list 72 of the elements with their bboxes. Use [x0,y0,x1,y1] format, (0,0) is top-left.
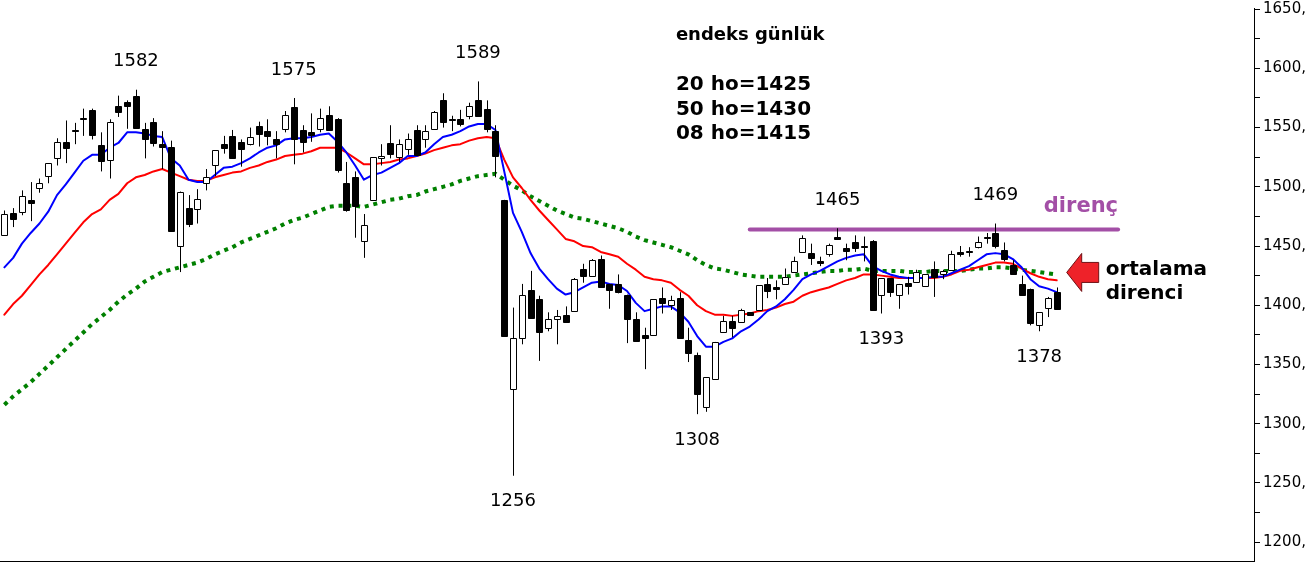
candlestick [808,243,815,266]
candlestick [948,250,955,272]
annotation: 20 ho=1425 [675,71,812,96]
candlestick [861,236,868,262]
candlestick [773,279,780,300]
series-label: direnç [1043,193,1119,218]
annotation: 1582 [113,49,159,71]
candlestick [580,263,587,284]
annotation: 1469 [972,183,1019,205]
candlestick [1054,286,1061,310]
candlestick [685,327,692,363]
candlestick [484,99,491,133]
candlestick [475,80,482,117]
y-tick-label: 1400, [1263,295,1306,314]
candlestick [10,207,17,228]
y-tick-label: 1650, [1263,0,1306,18]
annotation: 1575 [270,57,317,79]
candlestick [554,309,561,345]
candlestick [54,137,61,166]
y-tick-label: 1300, [1263,413,1306,432]
y-tick-label: 1550, [1263,117,1306,136]
candlestick [1036,311,1043,332]
candlestick [361,213,368,259]
candlestick [326,105,333,131]
candlestick [1,209,8,236]
candlestick [80,108,87,137]
y-tick-label: 1600, [1263,58,1306,77]
annotation: 1589 [455,41,501,63]
candlestick [98,131,105,172]
candlestick [405,133,412,156]
annotation: 50 ho=1430 [675,95,812,120]
candlestick [624,294,631,344]
candlestick [1045,296,1052,318]
y-tick-label: 1500, [1263,176,1306,195]
candlestick [615,273,622,294]
candlestick [273,130,280,159]
y-tick-label: 1250, [1263,472,1306,491]
candlestick [659,286,666,315]
candlestick [282,110,289,133]
annotation: 1256 [490,489,536,511]
annotation: 08 ho=1415 [675,120,812,145]
candlestick [203,168,210,191]
annotation: 1465 [814,187,861,209]
candlestick [545,311,552,332]
candlestick [72,122,79,145]
candlestick [19,189,26,216]
candlestick [633,311,640,343]
annotation: 1308 [674,427,721,449]
candlestick [387,124,394,159]
candlestick [931,260,938,298]
y-tick-label: 1450, [1263,235,1306,254]
candlestick [440,92,447,129]
text: endeks günlük [675,22,826,44]
annotation: 1393 [858,327,905,349]
candlestick [1001,241,1008,262]
candlestick [317,108,324,133]
candlestick [45,162,52,184]
candlestick [896,283,903,310]
candlestick [63,120,70,164]
candlestick [124,99,131,130]
y-tick-label: 1200, [1263,531,1306,550]
candlestick [115,95,122,118]
candlestick [729,315,736,338]
annotation: ortalama direnci [1105,255,1208,304]
candlestick [887,277,894,298]
annotation: 1378 [1016,344,1063,366]
y-tick-label: 1350, [1263,354,1306,373]
candlestick [159,130,166,170]
candlestick [212,149,219,177]
candlestick [396,138,403,163]
candlestick [238,138,245,168]
candlestick [28,181,35,222]
